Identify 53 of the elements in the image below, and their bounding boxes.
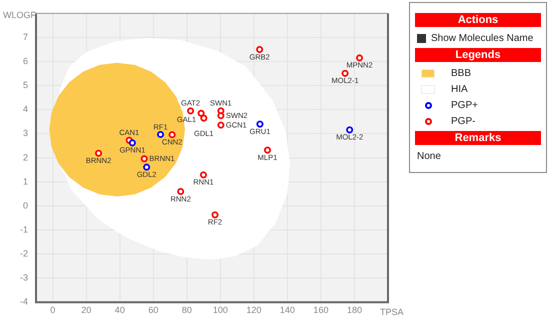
y-tick-label: -3 xyxy=(20,272,28,283)
point xyxy=(95,150,102,157)
legend-label: PGP+ xyxy=(451,100,478,110)
x-tick-label: 40 xyxy=(114,305,125,316)
x-tick-label: 100 xyxy=(212,305,228,316)
y-tick-label: 5 xyxy=(22,80,28,90)
text: Show Molecules Name xyxy=(431,32,534,44)
point xyxy=(168,131,176,138)
y-tick-label: -1 xyxy=(20,224,28,234)
y-tick-label: 4 xyxy=(22,104,28,114)
point xyxy=(200,114,208,122)
text: None xyxy=(417,151,442,162)
y-tick-label: 2 xyxy=(22,152,28,162)
point xyxy=(256,120,264,128)
y-tick-label: 0 xyxy=(22,200,28,210)
text: Remarks xyxy=(415,131,541,145)
y-tick-label: 6 xyxy=(22,56,28,66)
y-tick-label: -2 xyxy=(20,248,28,259)
point xyxy=(143,164,150,171)
x-tick-label: 160 xyxy=(313,305,328,316)
y-tick-label: 1 xyxy=(22,176,28,186)
x-tick-label: 120 xyxy=(246,305,262,316)
y-tick-label: 3 xyxy=(22,128,28,138)
legend-label: PGP- xyxy=(451,116,476,126)
point xyxy=(187,107,194,114)
legend-label: BBB xyxy=(451,68,472,78)
point xyxy=(264,146,271,154)
x-axis-title: TPSA xyxy=(380,307,404,318)
point xyxy=(140,155,148,162)
x-tick-label: 180 xyxy=(346,305,362,316)
legend-title: Legends xyxy=(415,48,541,62)
point xyxy=(212,211,219,218)
point xyxy=(256,46,264,53)
text: Actions xyxy=(415,13,541,27)
point xyxy=(177,188,184,195)
y-tick-label: 7 xyxy=(22,32,28,42)
x-tick-label: 20 xyxy=(81,305,92,316)
y-axis-title: WLOGP xyxy=(3,10,37,20)
x-tick-label: 0 xyxy=(50,305,56,316)
point xyxy=(217,122,224,129)
point xyxy=(346,126,354,134)
legend-label: HIA xyxy=(451,84,468,94)
point xyxy=(198,110,205,117)
x-tick-label: 140 xyxy=(280,305,295,316)
point xyxy=(356,54,364,62)
point xyxy=(128,139,136,146)
y-tick-label: -4 xyxy=(20,296,28,307)
x-tick-label: 60 xyxy=(148,305,158,316)
point xyxy=(217,112,224,120)
x-tick-label: 80 xyxy=(182,305,192,316)
point xyxy=(342,70,349,77)
point xyxy=(200,171,207,178)
point xyxy=(157,130,164,138)
